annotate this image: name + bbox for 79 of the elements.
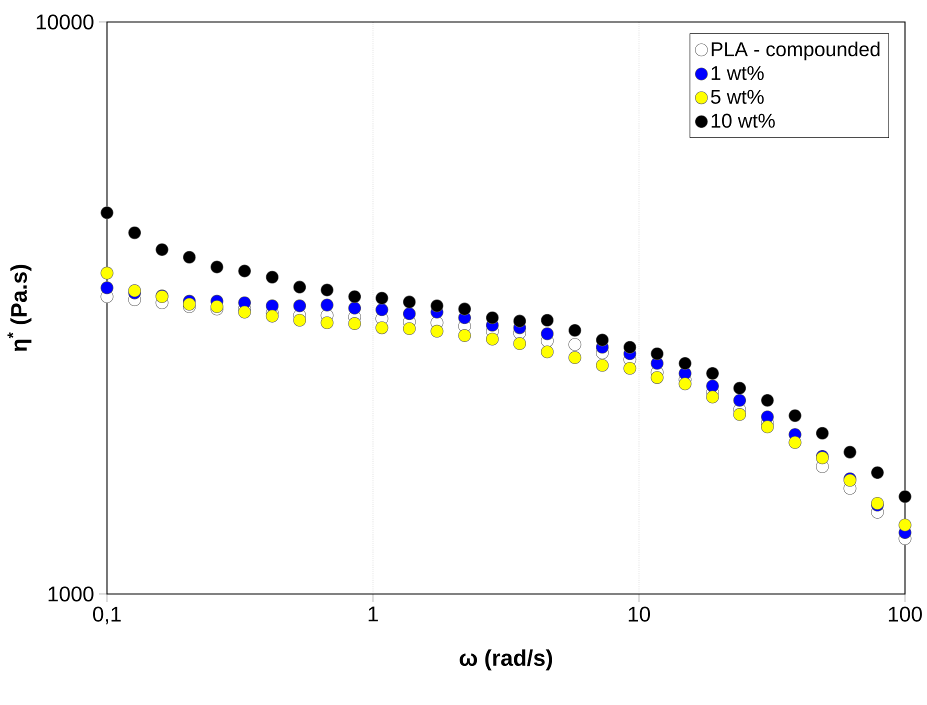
point [210,260,224,274]
x-tick-label: 10 [628,606,650,622]
point [871,466,884,480]
point [128,226,142,240]
point [761,420,774,434]
point [266,310,279,323]
point [540,345,554,358]
point [486,311,499,324]
point [568,351,582,364]
point [100,266,114,280]
point [100,281,114,294]
point [375,292,388,305]
point [596,358,609,372]
point [458,329,472,342]
point [540,314,554,327]
point [761,394,774,407]
point [844,446,856,459]
point [293,299,306,312]
point [320,316,334,330]
legend-label: 1 wt% [712,66,764,80]
x-tick-label: 1 [368,606,378,622]
point [182,250,196,264]
point [128,284,142,298]
x-tick-label: 0,1 [93,606,121,624]
point [238,306,251,319]
point [348,317,362,330]
point [898,518,912,532]
point [678,356,692,370]
point [210,300,224,314]
point [596,334,609,346]
point [375,303,388,316]
point [733,408,746,421]
point [430,324,444,338]
legend-label: 5 wt% [710,90,764,104]
y-axis-title: η$^{*}$ (Pa.s) [8,264,32,351]
point [650,371,664,384]
point [100,206,114,220]
point [402,307,416,320]
x-tick-label: 100 [888,606,922,622]
point [650,347,664,360]
point [568,324,582,337]
point [402,296,416,308]
point [375,321,388,334]
point [733,382,746,395]
point [898,490,912,504]
point [513,314,526,328]
point [513,337,526,350]
point [293,314,306,327]
point [706,367,719,380]
point [293,280,306,294]
legend-label: PLA - compounded [712,42,880,60]
point [623,340,636,354]
point [733,394,746,407]
point [320,298,334,312]
point [706,380,719,392]
point [568,338,582,351]
legend-label: 10 wt% [712,114,775,128]
point [678,377,692,390]
point [540,327,554,340]
point [486,332,499,346]
point [788,409,802,422]
y-tick-label: 1000 [48,586,94,602]
point [706,390,719,404]
point [266,270,279,284]
point [182,298,196,311]
point [458,302,472,316]
point [266,299,279,312]
point [156,243,168,256]
point [320,284,334,296]
y-tick-label: 10000 [36,14,94,30]
point [788,436,802,449]
point [402,322,416,336]
point [348,290,362,304]
point [238,264,251,278]
point [348,302,362,315]
point [623,362,636,375]
point [430,299,444,312]
x-axis-title: ω (rad/s) [460,649,552,670]
point [816,426,829,440]
